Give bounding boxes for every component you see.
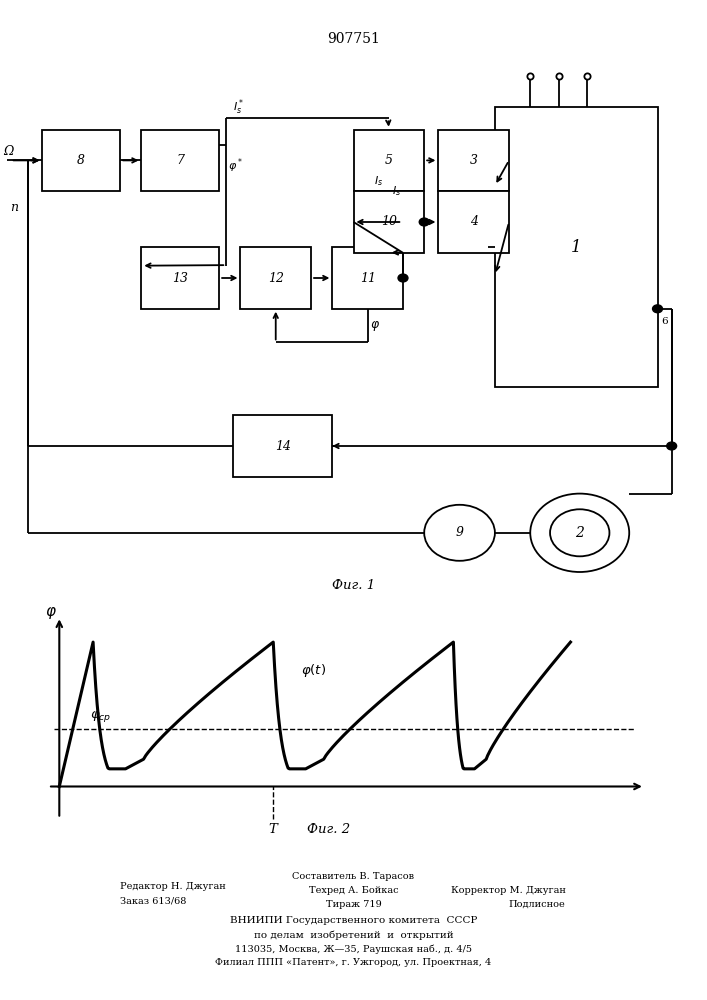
- Text: T: T: [269, 823, 278, 836]
- Text: Фиг. 2: Фиг. 2: [307, 823, 350, 836]
- Text: 13: 13: [173, 271, 188, 284]
- Bar: [332, 247, 403, 309]
- Text: Тираж 719: Тираж 719: [326, 900, 381, 909]
- Text: Заказ 613/68: Заказ 613/68: [120, 896, 187, 905]
- Text: Редактор Н. Джуган: Редактор Н. Джуган: [120, 882, 226, 891]
- Text: Филиал ППП «Патент», г. Ужгород, ул. Проектная, 4: Филиал ППП «Патент», г. Ужгород, ул. Про…: [216, 958, 491, 967]
- Text: 9: 9: [455, 526, 464, 539]
- Text: $I_s$: $I_s$: [392, 184, 402, 198]
- Text: Подлисное: Подлисное: [509, 900, 566, 909]
- Text: 113035, Москва, Ж—35, Раушская наб., д. 4/5: 113035, Москва, Ж—35, Раушская наб., д. …: [235, 944, 472, 954]
- Text: Корректор М. Джуган: Корректор М. Джуган: [451, 886, 566, 895]
- Bar: [354, 191, 424, 253]
- Text: ВНИИПИ Государственного комитета  СССР: ВНИИПИ Государственного комитета СССР: [230, 916, 477, 925]
- Bar: [240, 247, 311, 309]
- Bar: [438, 191, 509, 253]
- Bar: [42, 130, 120, 191]
- Text: 10: 10: [381, 215, 397, 228]
- Text: 11: 11: [360, 271, 375, 284]
- Text: $\varphi$: $\varphi$: [370, 319, 380, 333]
- Text: Ω: Ω: [4, 145, 14, 158]
- Text: Составитель В. Тарасов: Составитель В. Тарасов: [293, 872, 414, 881]
- Text: 907751: 907751: [327, 32, 380, 46]
- Bar: [233, 415, 332, 477]
- Text: $\varphi^*$: $\varphi^*$: [228, 156, 243, 175]
- Text: $I_s$: $I_s$: [374, 175, 382, 188]
- Text: 5: 5: [385, 154, 393, 167]
- Circle shape: [398, 274, 408, 282]
- Text: по делам  изобретений  и  открытий: по делам изобретений и открытий: [254, 930, 453, 940]
- Text: n: n: [11, 201, 18, 214]
- Text: Фиг. 1: Фиг. 1: [332, 579, 375, 592]
- Text: 12: 12: [268, 271, 284, 284]
- Text: $\varphi(t)$: $\varphi(t)$: [301, 662, 327, 679]
- Text: 1: 1: [571, 239, 582, 256]
- Circle shape: [653, 305, 662, 313]
- Text: 14: 14: [275, 440, 291, 452]
- Circle shape: [419, 218, 429, 226]
- Text: 8: 8: [77, 154, 86, 167]
- Text: 6: 6: [661, 317, 667, 326]
- Bar: [141, 130, 219, 191]
- Bar: [438, 130, 509, 191]
- Text: $I_s^*$: $I_s^*$: [233, 97, 245, 117]
- Text: 2: 2: [575, 526, 584, 540]
- Text: 3: 3: [469, 154, 478, 167]
- Text: $\varphi$: $\varphi$: [45, 605, 57, 621]
- Text: 4: 4: [469, 215, 478, 228]
- Text: $\varphi_{cp}$: $\varphi_{cp}$: [90, 709, 112, 724]
- Bar: [141, 247, 219, 309]
- Text: Техред А. Бойкас: Техред А. Бойкас: [309, 886, 398, 895]
- Text: 7: 7: [176, 154, 185, 167]
- Bar: [354, 130, 424, 191]
- Bar: [495, 107, 658, 387]
- Circle shape: [667, 442, 677, 450]
